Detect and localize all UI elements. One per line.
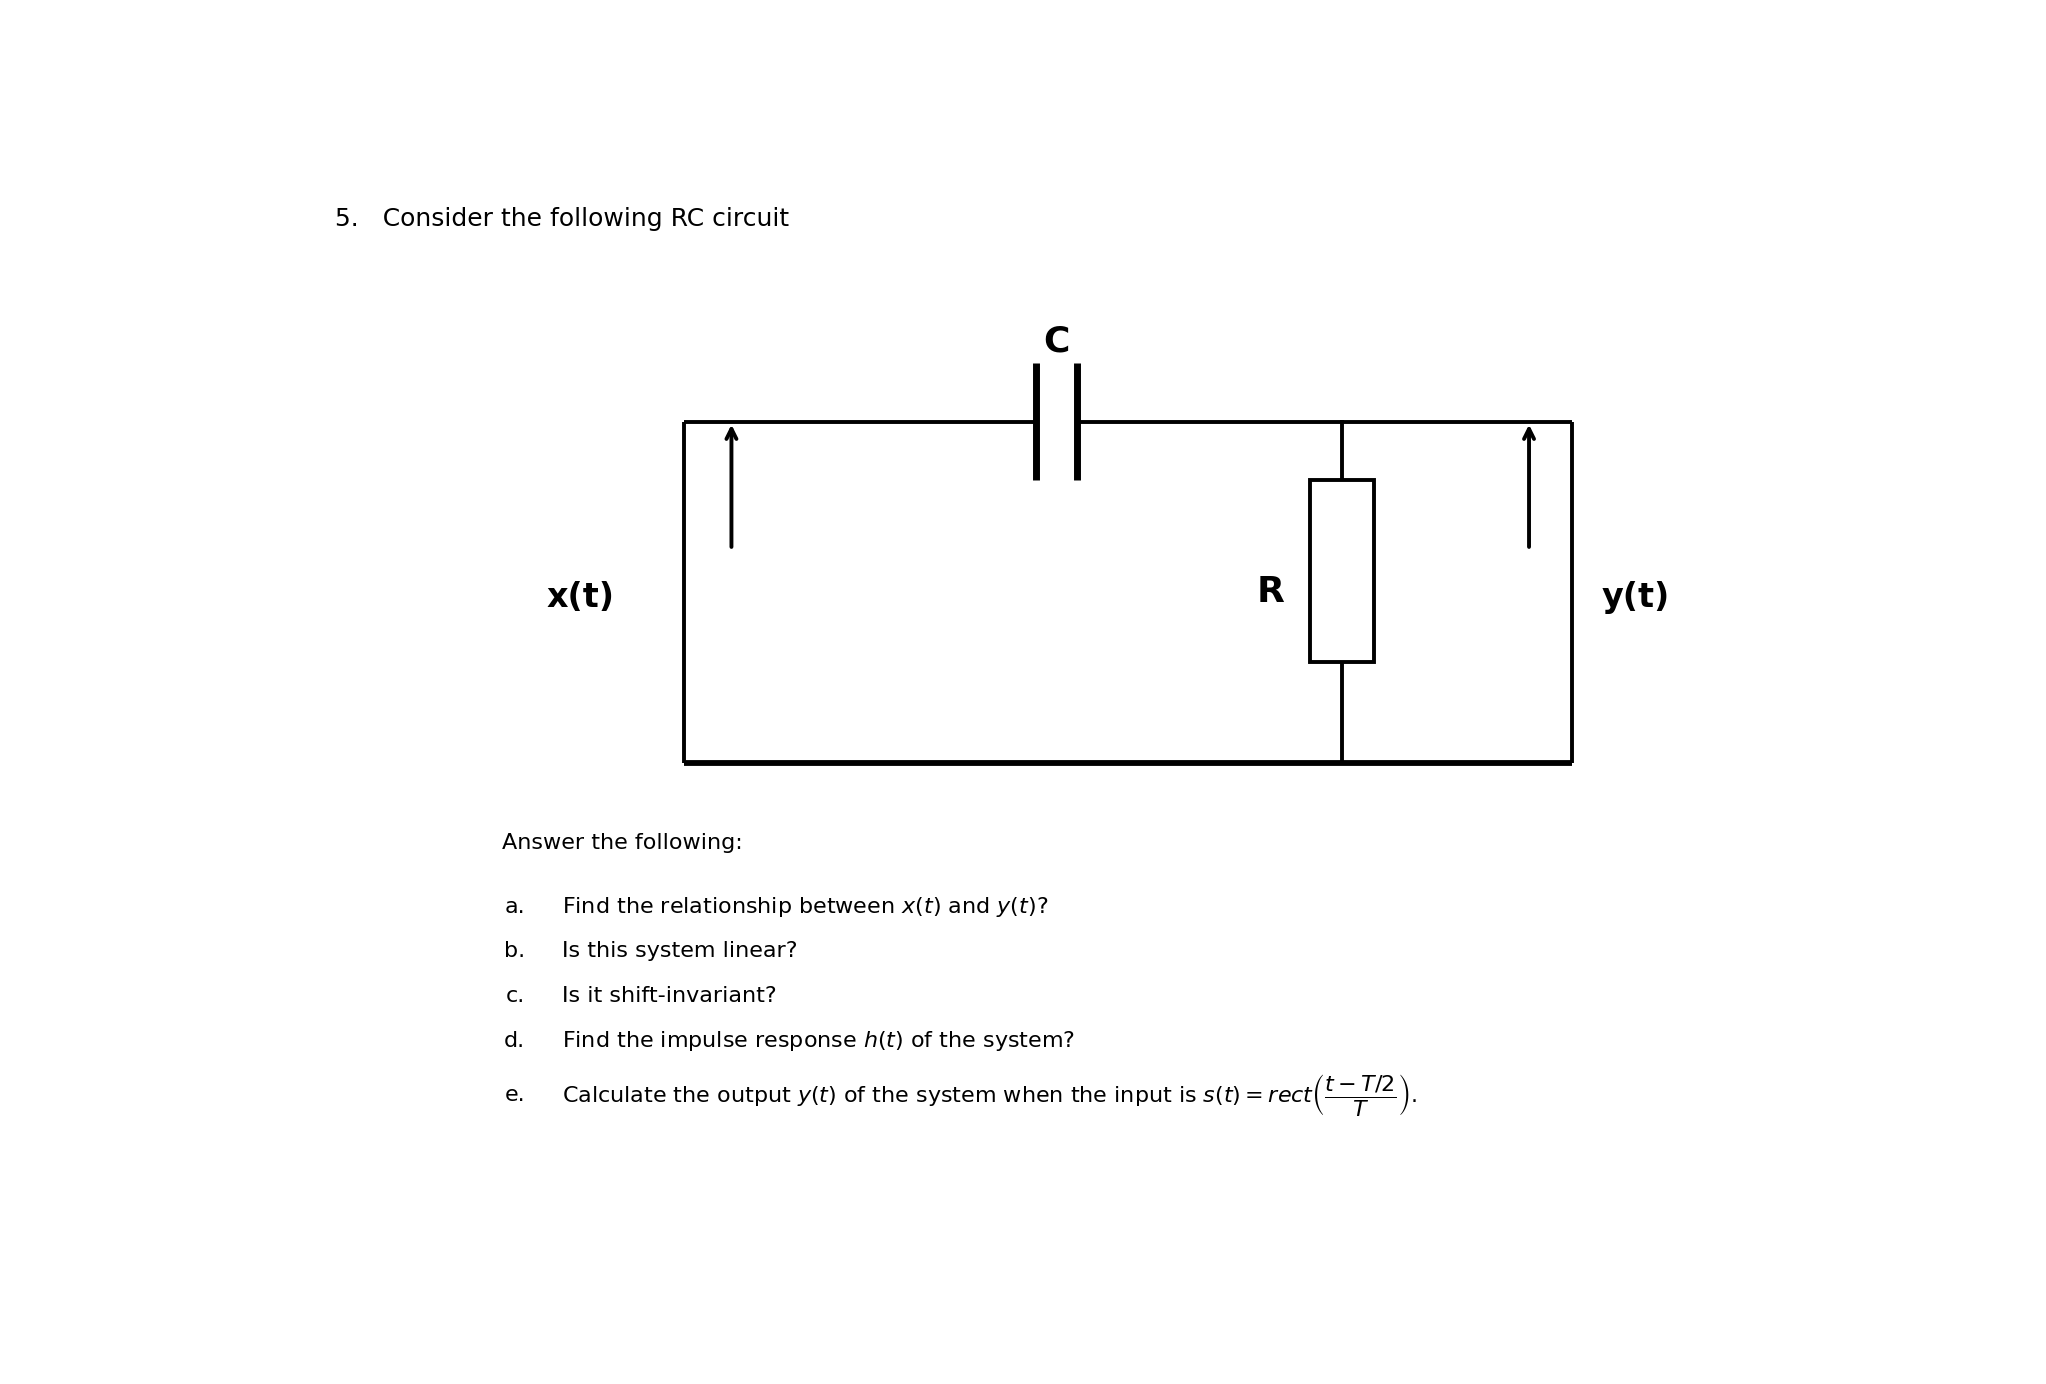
Text: Find the relationship between $x(t)$ and $y(t)$?: Find the relationship between $x(t)$ and… bbox=[563, 894, 1048, 919]
Text: Is it shift-invariant?: Is it shift-invariant? bbox=[563, 987, 775, 1006]
Text: b.: b. bbox=[503, 941, 526, 962]
Text: Is this system linear?: Is this system linear? bbox=[563, 941, 798, 962]
Text: R: R bbox=[1256, 576, 1285, 609]
Text: a.: a. bbox=[505, 897, 526, 916]
Text: 5.   Consider the following RC circuit: 5. Consider the following RC circuit bbox=[336, 208, 790, 231]
Text: Find the impulse response $h(t)$ of the system?: Find the impulse response $h(t)$ of the … bbox=[563, 1028, 1074, 1053]
Text: Calculate the output $y(t)$ of the system when the input is $s(t) = rect\left(\d: Calculate the output $y(t)$ of the syste… bbox=[563, 1073, 1418, 1118]
Text: Answer the following:: Answer the following: bbox=[501, 833, 743, 853]
Text: C: C bbox=[1043, 325, 1070, 358]
Text: x(t): x(t) bbox=[546, 581, 614, 614]
Bar bbox=[1309, 480, 1373, 662]
Text: d.: d. bbox=[503, 1031, 526, 1050]
Text: y(t): y(t) bbox=[1602, 581, 1670, 614]
Text: e.: e. bbox=[505, 1085, 526, 1106]
Text: c.: c. bbox=[505, 987, 526, 1006]
